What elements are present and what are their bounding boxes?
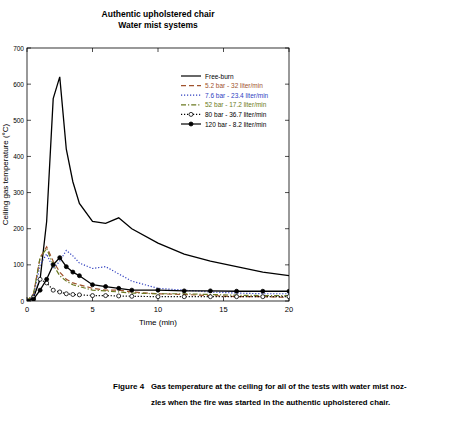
y-tick-label: 500 — [13, 117, 24, 124]
legend-label: 52 bar - 17.2 liter/min — [205, 101, 267, 108]
x-tick-label: 0 — [25, 305, 29, 314]
series-line — [27, 77, 289, 301]
y-tick-right — [285, 228, 289, 229]
series-marker — [77, 274, 81, 278]
y-tick-right — [285, 264, 289, 265]
series-marker — [130, 294, 134, 298]
series-marker — [51, 288, 55, 292]
series-line — [27, 258, 289, 301]
series-marker — [71, 292, 75, 296]
x-tick-top — [289, 48, 290, 52]
series-marker — [208, 289, 212, 293]
y-tick — [27, 156, 31, 157]
x-tick-label: 5 — [90, 305, 94, 314]
legend-label: 7.6 bar - 23.4 liter/min — [205, 92, 269, 99]
y-tick — [27, 48, 31, 49]
series-marker — [77, 293, 81, 297]
y-tick-right — [285, 301, 289, 302]
x-tick-top — [27, 48, 28, 52]
x-tick-label: 15 — [219, 305, 227, 314]
series-marker — [156, 288, 160, 292]
series-marker — [38, 288, 42, 292]
legend-swatch — [181, 104, 201, 105]
y-tick-right — [285, 48, 289, 49]
series-marker — [287, 295, 289, 299]
caption-number: Figure 4 — [113, 382, 145, 391]
series-marker — [64, 292, 68, 296]
y-tick-right — [285, 192, 289, 193]
series-marker — [91, 294, 95, 298]
series-marker — [91, 283, 95, 287]
series-marker — [235, 295, 239, 299]
x-tick-label: 10 — [154, 305, 162, 314]
series-marker — [58, 290, 62, 294]
series-line — [27, 247, 289, 301]
series-marker — [32, 297, 36, 301]
series-line — [27, 279, 289, 301]
series-marker — [71, 270, 75, 274]
series-marker — [208, 295, 212, 299]
y-tick — [27, 264, 31, 265]
y-tick-label: 700 — [13, 45, 24, 52]
series-marker — [104, 294, 108, 298]
y-tick-label: 400 — [13, 153, 24, 160]
caption-line: zles when the fire was started in the au… — [151, 398, 390, 407]
series-marker — [287, 289, 289, 293]
series-marker — [182, 289, 186, 293]
x-tick-top — [92, 48, 93, 52]
legend-label: 5.2 bar - 32 liter/min — [205, 82, 263, 89]
legend-marker — [189, 112, 193, 116]
chart: Authentic upholstered chairWater mist sy… — [0, 0, 457, 444]
x-tick — [223, 297, 224, 301]
series-marker — [51, 263, 55, 267]
series-marker — [235, 289, 239, 293]
legend-swatch — [181, 75, 201, 76]
y-tick-right — [285, 156, 289, 157]
series-marker — [156, 295, 160, 299]
series-marker — [104, 285, 108, 289]
legend-label: 80 bar - 36.7 liter/min — [205, 111, 267, 118]
y-tick-right — [285, 120, 289, 121]
series-marker — [261, 295, 265, 299]
x-tick-label: 20 — [285, 305, 293, 314]
y-tick-label: 300 — [13, 189, 24, 196]
series-marker — [64, 265, 68, 269]
legend-swatch — [181, 95, 201, 96]
subtitle: Water mist systems — [118, 20, 198, 30]
series-marker — [58, 256, 62, 260]
legend-marker — [189, 122, 193, 126]
series-marker — [117, 294, 121, 298]
series-marker — [182, 295, 186, 299]
series-marker — [38, 277, 42, 281]
x-tick-top — [223, 48, 224, 52]
caption-line: Gas temperature at the ceiling for all o… — [151, 382, 407, 391]
y-tick — [27, 84, 31, 85]
y-axis-label: Ceiling gas temperature (°C) — [1, 123, 10, 225]
legend-label: 120 bar - 8.2 liter/min — [205, 121, 267, 128]
series-marker — [130, 288, 134, 292]
y-tick — [27, 228, 31, 229]
y-tick — [27, 192, 31, 193]
y-tick-label: 600 — [13, 81, 24, 88]
legend-swatch — [181, 85, 201, 86]
legend: Free-burn 5.2 bar - 32 liter/min 7.6 bar -… — [181, 73, 269, 128]
plot-frame — [27, 48, 289, 301]
series-marker — [261, 289, 265, 293]
x-tick-top — [158, 48, 159, 52]
series-group — [27, 77, 289, 301]
y-tick — [27, 120, 31, 121]
series-line — [27, 249, 289, 301]
series-marker — [27, 299, 29, 301]
y-tick-label: 200 — [13, 225, 24, 232]
series-marker — [27, 299, 29, 301]
y-tick-label: 0 — [20, 298, 24, 305]
series-marker — [117, 286, 121, 290]
x-axis-label: Time (min) — [139, 318, 177, 327]
y-tick-label: 100 — [13, 261, 24, 268]
y-tick-right — [285, 84, 289, 85]
title: Authentic upholstered chair — [102, 9, 216, 19]
series-marker — [45, 277, 49, 281]
series-line — [27, 250, 289, 301]
legend-label: Free-burn — [205, 73, 234, 80]
